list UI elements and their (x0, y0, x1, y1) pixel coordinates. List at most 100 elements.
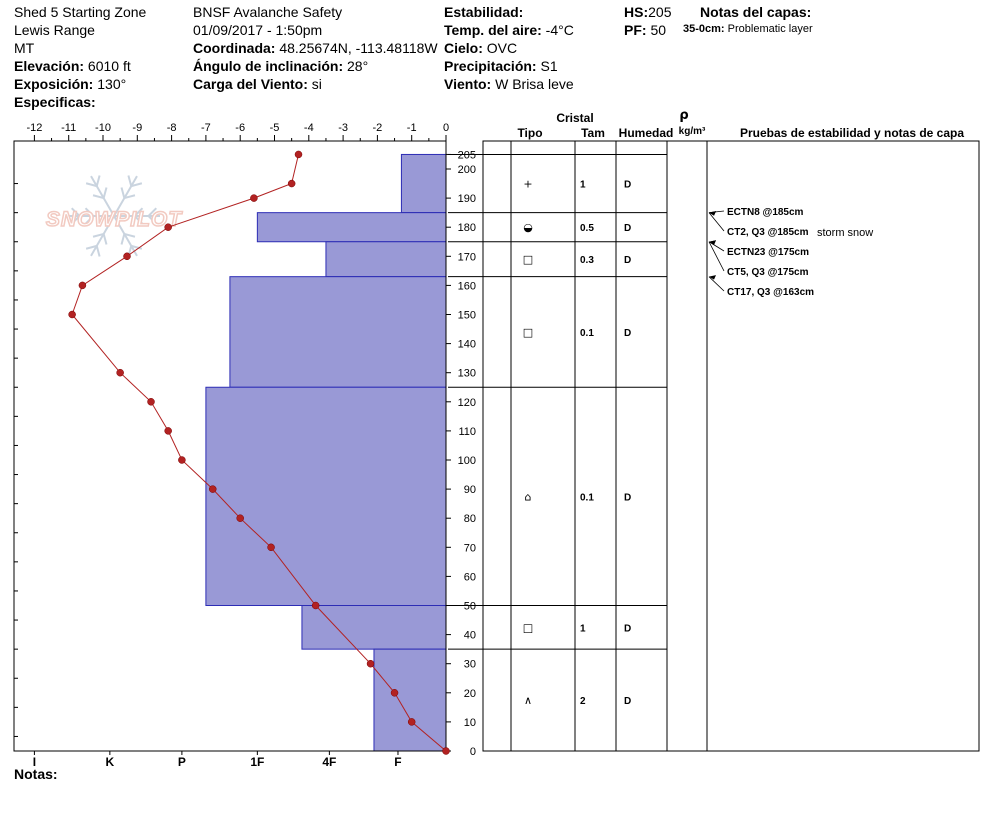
height-tick-label: 50 (464, 601, 476, 613)
snowflake-arm (113, 175, 138, 217)
temperature-point (366, 659, 375, 668)
temperature-point (267, 543, 275, 552)
temp-tick-label: -6 (235, 122, 245, 134)
notes-label: Notas: (14, 766, 58, 782)
stability-test-label: CT2, Q3 @185cm (727, 227, 809, 238)
temp-tick-label: -12 (26, 122, 42, 134)
layer-crystal-size: 1 (580, 623, 586, 634)
snowflake-branch (85, 244, 98, 250)
stability-test-arrowhead (709, 275, 716, 280)
temperature-axis: -12 -11 -10 -9 -8 -7 -6 -5 -4 -3 -2 -1 0 (26, 122, 449, 141)
temp-tick-label: 0 (443, 122, 449, 134)
hardness-bar (373, 648, 447, 752)
height-tick-label: 170 (458, 251, 476, 263)
temperature-point (294, 150, 303, 159)
header-density-symbol: ρ (679, 108, 688, 123)
temp-tick-label: -7 (201, 122, 211, 134)
air-temp-row: Temp. del aire: -4°C (444, 22, 574, 38)
hardness-tick-label: 1F (250, 755, 264, 769)
hardness-bars (205, 153, 447, 752)
temperature-point (209, 485, 217, 493)
snowpilot-watermark: SNOWPILOT (45, 175, 183, 257)
snowflake-branch (130, 244, 143, 250)
stability-test-arrow (708, 241, 725, 252)
height-tick-label: 130 (458, 368, 476, 380)
temperature-profile (68, 150, 450, 755)
layer-moisture: D (624, 255, 631, 266)
aspect-row: Exposición: 130° (14, 76, 126, 92)
temperature-point (68, 310, 76, 319)
temp-tick-label: -5 (270, 122, 280, 134)
temperature-point (164, 223, 172, 231)
sky-label: Cielo: (444, 40, 483, 56)
aspect-value: 130° (97, 76, 127, 92)
hardness-tick-label: P (178, 755, 186, 769)
stability-label: Estabilidad: (444, 4, 524, 20)
slope-row: Ángulo de inclinación: 28° (193, 58, 368, 74)
temp-tick-label: -10 (95, 122, 111, 134)
temp-tick-label: -3 (338, 122, 348, 134)
layer-moisture: D (624, 328, 631, 339)
header-crystal: Cristal (556, 111, 593, 125)
layer-crystal-size: 0.1 (580, 328, 594, 339)
hardness-tick-label: F (394, 755, 401, 769)
height-tick-label: 0 (470, 746, 476, 758)
temperature-point (164, 427, 172, 435)
snowflake-branch (147, 215, 157, 225)
stability-test-arrow (708, 212, 725, 232)
stability-test-label: CT5, Q3 @175cm (727, 267, 809, 278)
wind-load-label: Carga del Viento: (193, 76, 308, 92)
height-tick-label: 100 (458, 455, 476, 467)
organization-name: BNSF Avalanche Safety (193, 4, 343, 20)
height-tick-label: 90 (464, 484, 476, 496)
slope-value: 28° (347, 58, 369, 74)
layer-crystal-type: □ (523, 326, 533, 339)
hardness-bar (301, 605, 447, 650)
sky-value: OVC (486, 40, 518, 56)
hardness-bar (325, 241, 447, 278)
state-name: MT (14, 40, 35, 56)
temperature-point (236, 514, 244, 522)
temp-tick-label: -4 (304, 122, 314, 134)
temperature-point (116, 368, 124, 377)
layer-crystal-size: 1 (580, 180, 586, 191)
precip-label: Precipitación: (444, 58, 537, 74)
elevation-label: Elevación: (14, 58, 85, 74)
sky-row: Cielo: OVC (444, 40, 517, 56)
snowflake-branch (120, 233, 126, 245)
temp-tick-label: -11 (61, 122, 76, 134)
height-tick-label: 190 (458, 193, 476, 205)
height-tick-label: 180 (458, 222, 476, 234)
precip-row: Precipitación: S1 (444, 58, 558, 74)
layer-moisture: D (624, 492, 631, 503)
hardness-tick-label: I (33, 755, 36, 769)
snowflake-branch (124, 194, 136, 200)
snowflake-arm (90, 175, 115, 217)
layer-note-text: Problematic layer (727, 23, 813, 35)
coordinate-row: Coordinada: 48.25674N, -113.48118W (193, 40, 438, 56)
wind-load-value: si (311, 76, 322, 92)
location-name: Shed 5 Starting Zone (14, 4, 147, 20)
pf-value: 50 (650, 22, 667, 38)
snowflake-arm (113, 215, 138, 257)
layer-moisture: D (624, 223, 631, 234)
snowflake-branch (92, 232, 104, 238)
snowflake-branch (71, 215, 81, 225)
temperature-point (442, 747, 450, 755)
stability-test-label: ECTN23 @175cm (727, 247, 809, 258)
temperature-point (390, 689, 399, 697)
elevation-row: Elevación: 6010 ft (14, 58, 131, 74)
hardness-tick-label: K (106, 755, 115, 769)
stability-test-arrow (708, 241, 725, 272)
layer-crystal-type: ⌂ (525, 490, 532, 503)
height-tick-label: 160 (458, 280, 476, 292)
layer-crystal-type: □ (523, 253, 533, 266)
stability-test-arrowhead (709, 240, 716, 245)
slope-label: Ángulo de inclinación: (193, 58, 344, 74)
snowflake-branch (124, 232, 136, 238)
layer-note-row: 35-0cm: Problematic layer (683, 23, 813, 36)
hs-value: 205 (648, 4, 672, 20)
plot-frame (13, 140, 447, 752)
hardness-bar (400, 153, 447, 214)
range-name: Lewis Range (14, 22, 95, 38)
